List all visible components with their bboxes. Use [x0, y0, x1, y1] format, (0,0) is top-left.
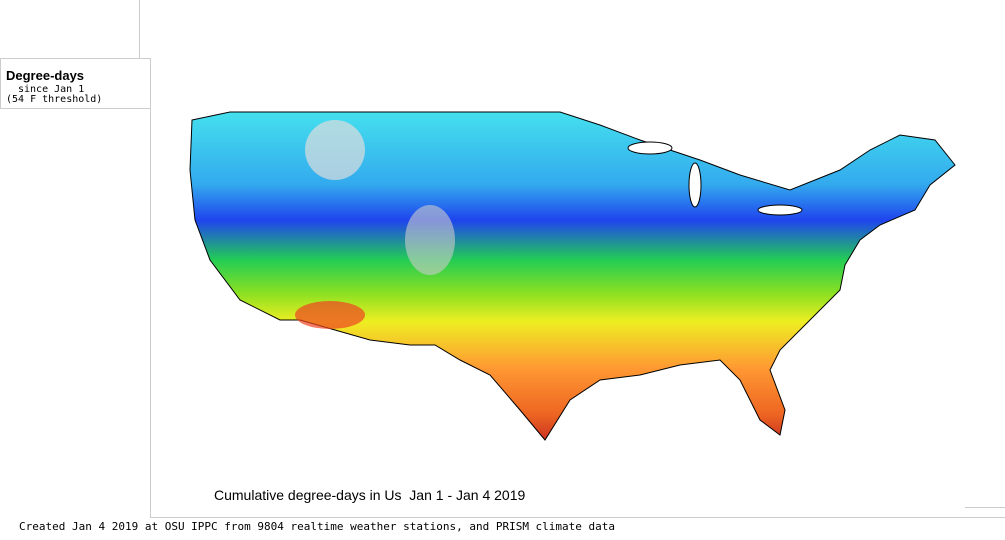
legend-title: Degree-days [6, 68, 85, 83]
legend-threshold: (54 F threshold) [6, 94, 103, 105]
us-map [189, 111, 956, 441]
mountain-region [405, 205, 455, 275]
lake [688, 162, 702, 208]
map-title: Cumulative degree-days in Us Jan 1 - Jan… [214, 487, 526, 503]
legend-box [0, 58, 151, 109]
mountain-region [305, 120, 365, 180]
footer-credit: Created Jan 4 2019 at OSU IPPC from 9804… [19, 520, 616, 533]
legend-subtitle: since Jan 1 [18, 84, 85, 95]
lake [757, 204, 803, 216]
lake [627, 141, 673, 155]
hot-region [295, 301, 365, 329]
